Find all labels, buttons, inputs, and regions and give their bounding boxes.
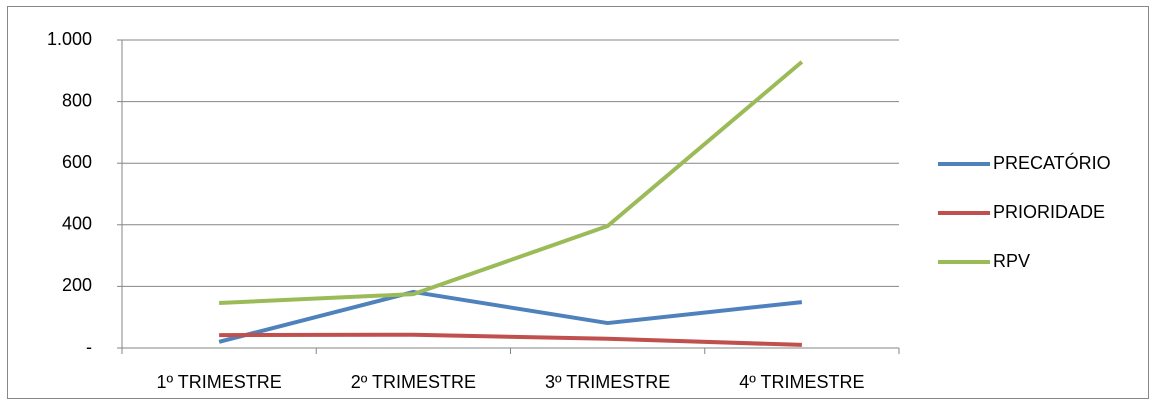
legend-label: PRIORIDADE [993, 202, 1105, 222]
legend-label: PRECATÓRIO [993, 152, 1111, 173]
series-line [218, 289, 803, 344]
y-tick-label: 600 [62, 152, 92, 172]
y-tick-label: - [86, 337, 92, 357]
series-line [219, 332, 802, 347]
x-tick-label: 3º TRIMESTRE [545, 372, 670, 392]
chart-frame [7, 6, 1149, 399]
x-tick-label: 1º TRIMESTRE [156, 372, 281, 392]
legend-label: RPV [993, 251, 1030, 271]
y-tick-label: 200 [62, 275, 92, 295]
y-tick-label: 800 [62, 90, 92, 110]
y-tick-label: 400 [62, 214, 92, 234]
x-tick-label: 2º TRIMESTRE [351, 372, 476, 392]
y-tick-label: 1.000 [47, 29, 92, 49]
x-tick-label: 4º TRIMESTRE [739, 372, 864, 392]
series-line [219, 60, 804, 306]
